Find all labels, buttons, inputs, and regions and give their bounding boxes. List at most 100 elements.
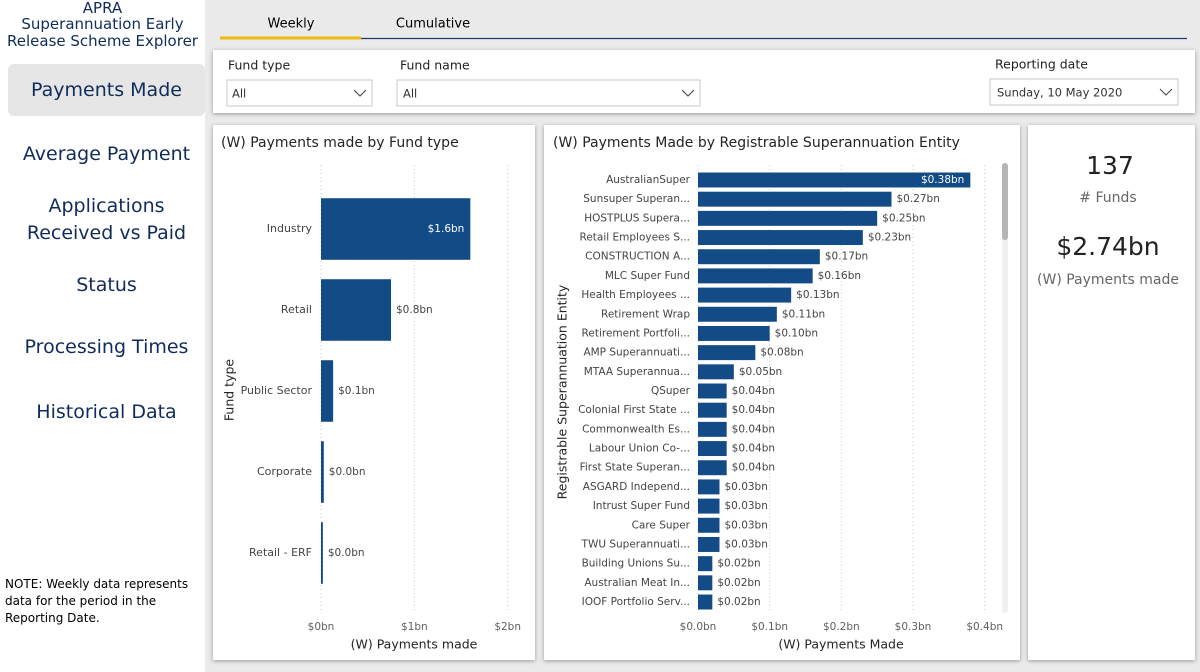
kpi-label: # Funds [1079, 190, 1136, 206]
data-label: $0.04bn [732, 385, 775, 397]
bar [698, 172, 971, 188]
y-tick-label: QSuper [651, 385, 691, 397]
data-label: $0.08bn [760, 347, 803, 359]
bar [698, 536, 720, 552]
bar [698, 556, 713, 572]
x-tick-label: $1bn [401, 621, 428, 633]
chart-title: (W) Payments Made by Registrable Superan… [553, 135, 960, 151]
kpi-value: $2.74bn [1056, 232, 1159, 261]
bar [698, 191, 892, 207]
chevron [681, 89, 695, 97]
y-tick-label: AMP Superannuati... [583, 347, 690, 359]
dropdown-value: Sunday, 10 May 2020 [997, 86, 1122, 100]
bar [698, 517, 720, 533]
data-label: $0.03bn [725, 500, 768, 512]
y-tick-label: Retirement Portfoli... [582, 327, 690, 339]
data-label: $0.0bn [328, 547, 365, 559]
data-label: $0.04bn [732, 443, 775, 455]
data-label: $0.16bn [818, 270, 861, 282]
nav-item[interactable]: Historical Data [36, 401, 177, 423]
bar [698, 364, 734, 380]
bar [698, 345, 756, 361]
y-tick-label: Retirement Wrap [601, 308, 690, 320]
bar [321, 441, 324, 503]
data-label: $0.03bn [725, 481, 768, 493]
y-tick-label: MLC Super Fund [605, 270, 690, 282]
data-label: $0.02bn [717, 577, 760, 589]
data-label: $0.8bn [396, 304, 433, 316]
data-label: $0.23bn [868, 232, 911, 244]
bar [321, 198, 471, 260]
y-tick-label: Colonial First State ... [578, 404, 690, 416]
nav-item[interactable]: Status [76, 274, 137, 296]
chevron [1159, 88, 1173, 96]
note: NOTE: Weekly data represents data for th… [5, 577, 189, 625]
nav-item[interactable]: Processing Times [24, 336, 189, 358]
y-tick-label: Industry [267, 222, 313, 235]
bar [698, 460, 727, 476]
tab[interactable]: Weekly [268, 17, 315, 32]
data-label: $0.04bn [732, 404, 775, 416]
bar [321, 522, 323, 584]
nav-item[interactable]: Payments Made [8, 64, 205, 116]
scrollbar-track [1002, 163, 1008, 613]
data-label: $0.27bn [897, 193, 940, 205]
dropdown[interactable] [226, 79, 373, 107]
nav-item[interactable]: Applications Received vs Paid [26, 195, 187, 244]
bar [698, 402, 727, 418]
bar [698, 441, 727, 457]
x-axis-label: (W) Payments made [351, 637, 478, 652]
x-tick-label: $0.4bn [966, 621, 1003, 633]
y-tick-label: CONSTRUCTION A... [585, 251, 690, 263]
y-tick-label: Intrust Super Fund [593, 500, 690, 512]
bar [698, 268, 813, 284]
app-title: Superannuation Early Release Scheme Expl… [7, 15, 198, 50]
y-tick-label: Building Unions Su... [582, 558, 690, 570]
y-tick-label: AustralianSuper [606, 174, 691, 186]
nav-item[interactable]: Average Payment [22, 143, 191, 165]
data-label: $0.03bn [725, 538, 768, 550]
y-tick-label: HOSTPLUS Supera... [584, 212, 690, 224]
dropdown-value: All [232, 87, 246, 101]
y-tick-label: Sunsuper Superan... [583, 193, 690, 205]
y-axis-label: Registrable Superannuation Entity [555, 284, 570, 499]
x-tick-label: $0.3bn [895, 621, 932, 633]
y-tick-label: TWU Superannuati... [581, 538, 690, 550]
dropdown[interactable] [396, 79, 701, 107]
bar [321, 279, 391, 341]
bar [698, 383, 727, 399]
data-label: $0.0bn [329, 466, 366, 478]
x-tick-label: $0bn [308, 621, 335, 633]
data-label: $0.25bn [882, 212, 925, 224]
bar [698, 594, 713, 610]
filter-label: Fund name [400, 58, 470, 73]
y-tick-label: Labour Union Co-... [589, 443, 690, 455]
data-label: $1.6bn [428, 223, 465, 235]
dropdown[interactable] [989, 78, 1179, 106]
bar [698, 421, 727, 437]
data-label: $0.04bn [732, 462, 775, 474]
y-tick-label: Care Super [632, 519, 691, 531]
sidebar: APRA Superannuation Early Release Scheme… [0, 0, 205, 672]
data-label: $0.03bn [725, 519, 768, 531]
y-tick-label: Retail Employees S... [580, 232, 691, 244]
filter-label: Reporting date [995, 57, 1088, 72]
bar [698, 479, 720, 495]
x-tick-label: $2bn [494, 621, 521, 633]
tab[interactable]: Cumulative [396, 17, 470, 32]
data-label: $0.17bn [825, 251, 868, 263]
data-label: $0.38bn [921, 174, 964, 186]
data-label: $0.13bn [796, 289, 839, 301]
dropdown-value: All [403, 87, 417, 101]
chevron [353, 89, 367, 97]
y-tick-label: Commonwealth Es... [582, 423, 690, 435]
y-tick-label: MTAA Superannua... [584, 366, 690, 378]
y-axis-label: Fund type [222, 359, 237, 421]
kpi-value: 137 [1086, 151, 1134, 180]
scrollbar-thumb[interactable] [1002, 163, 1008, 240]
x-tick-label: $0.1bn [751, 621, 788, 633]
bar [698, 210, 878, 226]
y-tick-label: Retail [281, 303, 312, 316]
bar [321, 360, 334, 422]
data-label: $0.04bn [732, 423, 775, 435]
